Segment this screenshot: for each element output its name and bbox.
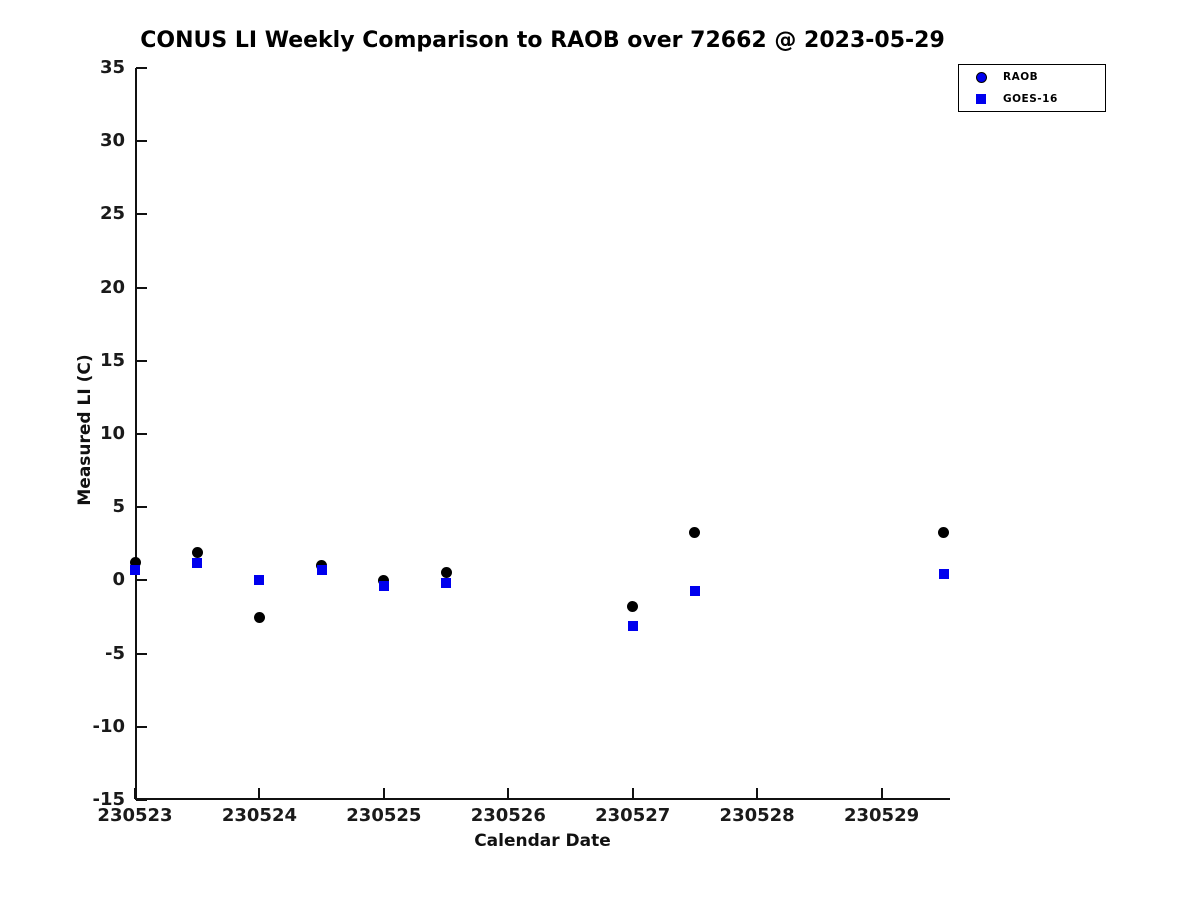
x-tick-label: 230527 (595, 805, 671, 826)
y-tick-label: 15 (99, 349, 125, 371)
y-tick-label: 35 (99, 57, 125, 78)
data-point-goes-16 (254, 575, 265, 586)
data-point-raob (440, 566, 452, 578)
data-point-goes-16 (441, 577, 452, 588)
data-point-goes-16 (130, 565, 140, 576)
data-point-raob (689, 527, 701, 539)
plot-area (135, 68, 950, 800)
x-tick-label: 230526 (470, 805, 546, 826)
circle-icon (975, 71, 987, 83)
legend-label: GOES-16 (1003, 93, 1058, 105)
y-tick-label: -15 (92, 789, 125, 810)
x-tick-mark (880, 788, 883, 799)
y-tick-label: 10 (99, 423, 125, 444)
data-point-raob (938, 527, 950, 539)
chart-title: CONUS LI Weekly Comparison to RAOB over … (140, 28, 945, 53)
x-tick-label: 230524 (221, 805, 297, 826)
legend-marker-cell (959, 94, 1003, 104)
legend-label: RAOB (1003, 71, 1039, 83)
y-tick-mark (136, 725, 147, 728)
data-point-goes-16 (938, 568, 949, 579)
y-tick-label: 25 (99, 203, 125, 225)
legend-entry-goes-16: GOES-16 (959, 89, 1105, 109)
y-tick-mark (136, 286, 147, 289)
y-tick-mark (136, 799, 147, 801)
y-tick-label: 0 (112, 569, 125, 591)
y-tick-mark (136, 213, 147, 216)
y-tick-mark (136, 506, 147, 509)
y-tick-label: 20 (99, 276, 125, 298)
y-tick-mark (136, 433, 147, 435)
x-tick-mark (507, 788, 510, 799)
data-point-goes-16 (316, 565, 327, 576)
x-axis-label: Calendar Date (474, 831, 611, 851)
x-tick-label: 230529 (843, 805, 920, 826)
y-tick-mark (136, 652, 147, 655)
data-point-goes-16 (627, 620, 638, 631)
data-point-goes-16 (378, 581, 389, 592)
y-tick-label: -5 (105, 642, 125, 664)
x-tick-mark (134, 788, 136, 799)
x-tick-mark (631, 788, 634, 799)
x-tick-mark (756, 788, 759, 799)
x-tick-label: 230525 (346, 805, 422, 826)
y-tick-mark (136, 67, 147, 69)
y-tick-mark (136, 579, 147, 582)
y-tick-mark (136, 140, 147, 143)
legend: RAOB GOES-16 (958, 64, 1106, 112)
data-point-raob (378, 574, 390, 586)
data-point-raob (627, 601, 639, 613)
x-tick-label: 230523 (97, 805, 173, 826)
y-tick-mark (136, 359, 147, 362)
y-tick-label: 30 (99, 130, 125, 152)
y-tick-label: 5 (112, 496, 125, 518)
x-tick-mark (258, 788, 261, 799)
data-point-raob (129, 557, 141, 569)
y-tick-label: -10 (92, 715, 125, 737)
data-point-goes-16 (689, 586, 700, 597)
data-point-raob (253, 611, 265, 623)
square-icon (976, 94, 986, 104)
x-tick-mark (382, 788, 385, 799)
x-tick-label: 230528 (719, 805, 795, 826)
data-point-goes-16 (192, 557, 203, 568)
legend-entry-raob: RAOB (959, 67, 1105, 87)
legend-marker-cell (959, 71, 1003, 83)
data-point-raob (191, 547, 203, 559)
